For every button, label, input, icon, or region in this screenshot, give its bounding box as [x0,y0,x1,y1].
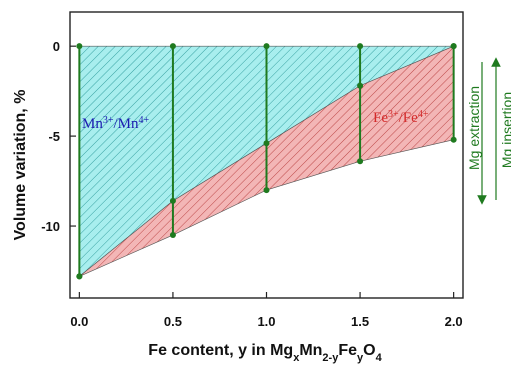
data-point-middle [450,43,457,50]
x-axis-title: Fe content, y in MgxMn2-yFeyO4 [148,342,382,364]
data-point-upper [357,43,364,50]
side-label-insertion: Mg insertion [499,92,511,168]
data-point-lower [263,187,270,194]
y-tick-label: -10 [41,219,60,234]
data-point-middle [263,140,270,147]
data-point-middle [357,82,364,89]
x-tick-label: 0.5 [164,314,182,329]
y-tick-label: 0 [53,39,60,54]
region-label-mn: Mn3+/Mn4+ [82,115,150,133]
data-point-lower [450,136,457,143]
region-label-fe: Fe3+/Fe4+ [373,109,429,127]
y-axis-title: Volume variation, % [12,90,29,241]
side-panel: Mg extraction Mg insertion [466,57,511,205]
data-point-lower [76,273,83,280]
x-tick-label: 1.0 [257,314,275,329]
side-label-extraction: Mg extraction [466,86,482,170]
data-point-upper [76,43,83,50]
x-tick-label: 1.5 [351,314,369,329]
data-point-middle [169,197,176,204]
data-point-lower [357,158,364,165]
x-tick-label: 0.0 [70,314,88,329]
data-point-upper [169,43,176,50]
ticks-layer: 0.0 0.5 1.0 1.5 2.0 0 -5 -10 [41,39,462,329]
y-tick-label: -5 [48,129,60,144]
x-tick-label: 2.0 [445,314,463,329]
points-layer [76,43,457,280]
data-point-upper [263,43,270,50]
data-point-lower [169,232,176,239]
